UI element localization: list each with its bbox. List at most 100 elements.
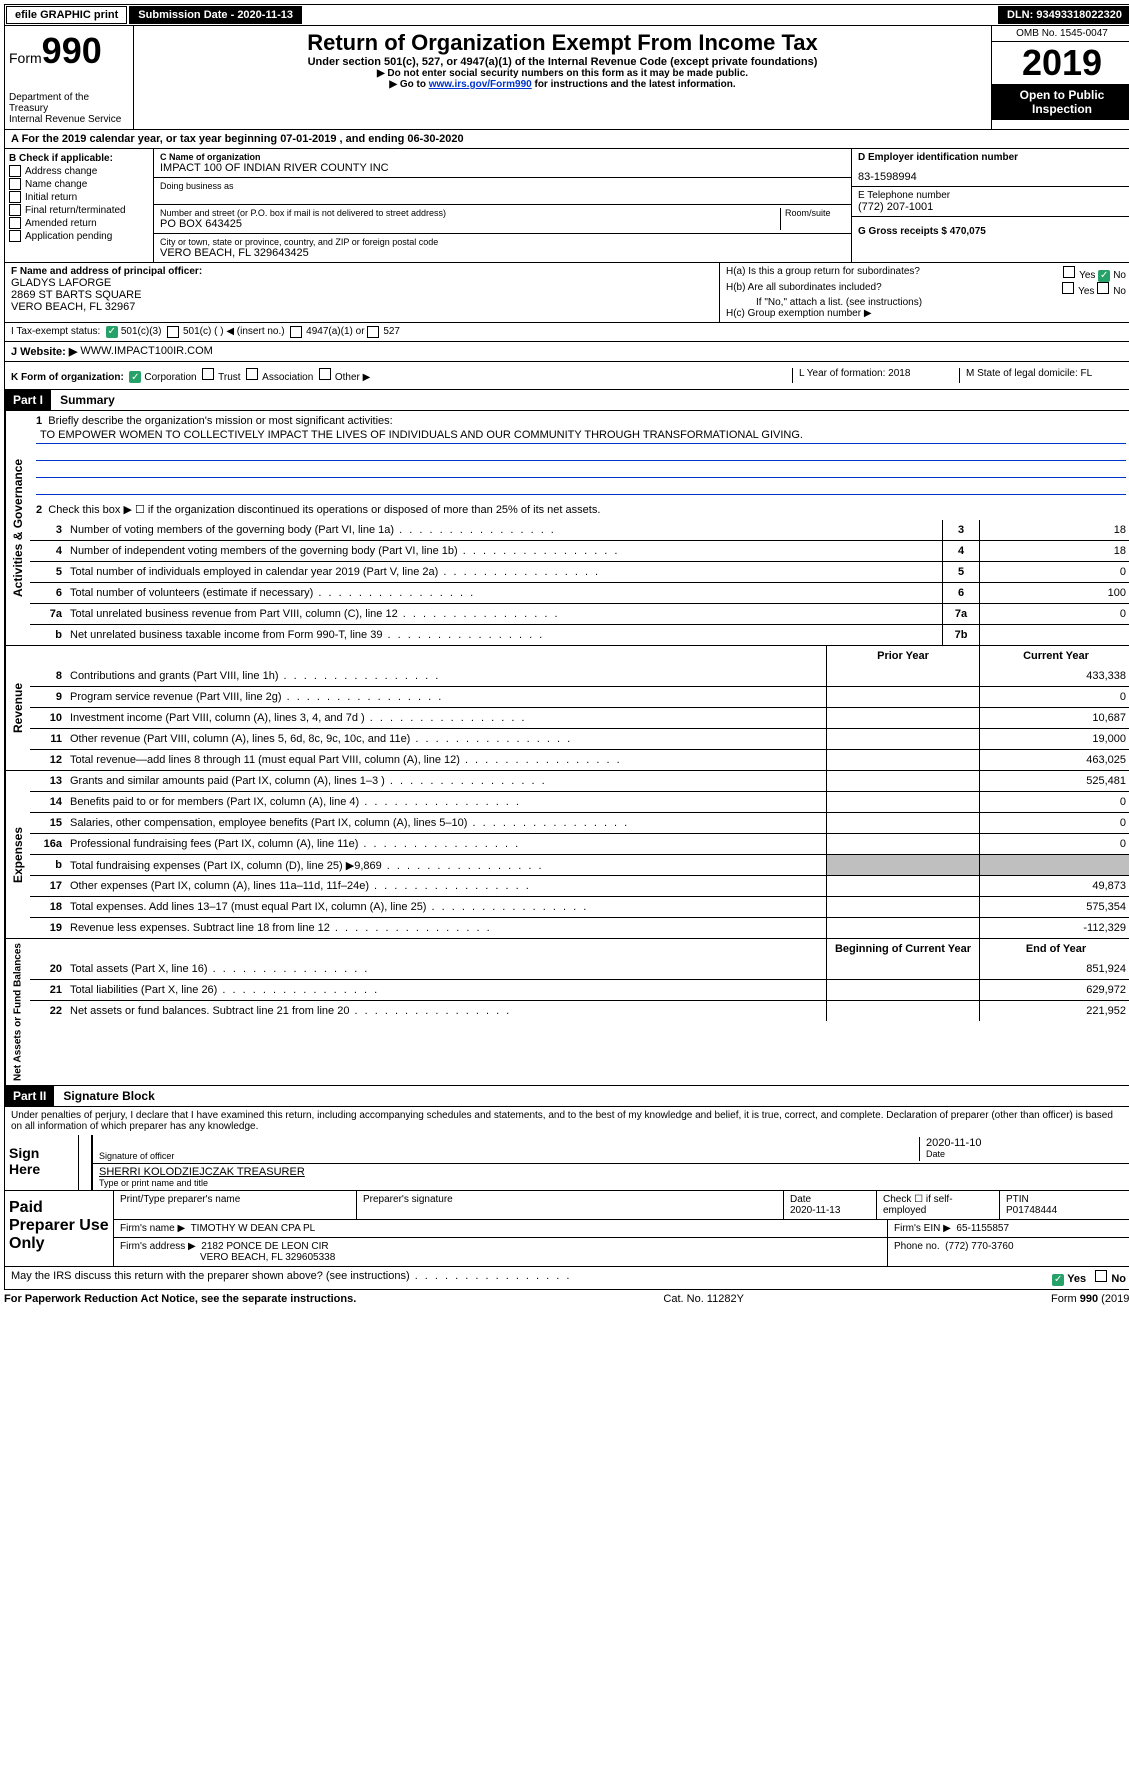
501c-checkbox[interactable] bbox=[167, 326, 179, 338]
tax-year: 2019 bbox=[992, 42, 1129, 84]
table-row: 15Salaries, other compensation, employee… bbox=[30, 812, 1129, 833]
m-state: M State of legal domicile: FL bbox=[959, 368, 1126, 384]
q1-text: Briefly describe the organization's miss… bbox=[48, 415, 392, 427]
signature-section: Sign Here Signature of officer 2020-11-1… bbox=[4, 1135, 1129, 1191]
submission-btn[interactable]: Submission Date - 2020-11-13 bbox=[129, 6, 302, 24]
box-b-option[interactable]: Application pending bbox=[9, 230, 149, 242]
section-klm: K Form of organization: ✓Corporation Tru… bbox=[4, 362, 1129, 391]
other-checkbox[interactable] bbox=[319, 368, 331, 380]
table-row: 5Total number of individuals employed in… bbox=[30, 561, 1129, 582]
begin-year-header: Beginning of Current Year bbox=[826, 939, 979, 959]
4947-checkbox[interactable] bbox=[290, 326, 302, 338]
table-row: 20Total assets (Part X, line 16)851,924 bbox=[30, 959, 1129, 979]
open-inspection: Open to Public Inspection bbox=[992, 84, 1129, 120]
net-assets-section: Net Assets or Fund Balances Beginning of… bbox=[4, 939, 1129, 1086]
box-b-label: B Check if applicable: bbox=[9, 153, 149, 164]
501c3-checkbox[interactable]: ✓ bbox=[106, 326, 118, 338]
form-header: Form990 Department of the Treasury Inter… bbox=[4, 26, 1129, 130]
q2-text: Check this box ▶ ☐ if the organization d… bbox=[48, 504, 600, 516]
org-city: VERO BEACH, FL 329643425 bbox=[160, 247, 845, 259]
table-row: 17Other expenses (Part IX, column (A), l… bbox=[30, 875, 1129, 896]
table-row: 22Net assets or fund balances. Subtract … bbox=[30, 1000, 1129, 1021]
ein-label: D Employer identification number bbox=[858, 152, 1126, 163]
phone-value: (772) 207-1001 bbox=[858, 201, 1126, 213]
check-self: Check ☐ if self-employed bbox=[877, 1191, 1000, 1219]
trust-checkbox[interactable] bbox=[202, 368, 214, 380]
ha-yes-checkbox[interactable] bbox=[1063, 266, 1075, 278]
dept-treasury: Department of the Treasury bbox=[9, 92, 129, 114]
box-b-option[interactable]: Name change bbox=[9, 178, 149, 190]
section-a-text: A For the 2019 calendar year, or tax yea… bbox=[11, 133, 464, 145]
table-row: 6Total number of volunteers (estimate if… bbox=[30, 582, 1129, 603]
hb-no-checkbox[interactable] bbox=[1097, 282, 1109, 294]
table-row: 19Revenue less expenses. Subtract line 1… bbox=[30, 917, 1129, 938]
main-title: Return of Organization Exempt From Incom… bbox=[138, 30, 987, 56]
note-goto-post: for instructions and the latest informat… bbox=[532, 79, 736, 90]
revenue-section: Revenue Prior Year Current Year 8Contrib… bbox=[4, 646, 1129, 771]
prep-name-label: Print/Type preparer's name bbox=[114, 1191, 357, 1219]
k-label: K Form of organization: bbox=[11, 372, 124, 383]
box-b-option[interactable]: Amended return bbox=[9, 217, 149, 229]
section-a: A For the 2019 calendar year, or tax yea… bbox=[4, 130, 1129, 149]
form-ref: Form 990 (2019) bbox=[1051, 1293, 1129, 1305]
form-number: 990 bbox=[42, 30, 102, 71]
section-bcd: B Check if applicable: Address changeNam… bbox=[4, 149, 1129, 263]
firm-addr1: 2182 PONCE DE LEON CIR bbox=[201, 1241, 328, 1252]
officer-addr2: VERO BEACH, FL 32967 bbox=[11, 301, 713, 313]
governance-section: Activities & Governance 1 Briefly descri… bbox=[4, 411, 1129, 646]
table-row: bTotal fundraising expenses (Part IX, co… bbox=[30, 854, 1129, 875]
addr-label: Number and street (or P.O. box if mail i… bbox=[160, 208, 776, 218]
discuss-row: May the IRS discuss this return with the… bbox=[4, 1267, 1129, 1290]
table-row: 8Contributions and grants (Part VIII, li… bbox=[30, 666, 1129, 686]
table-row: 10Investment income (Part VIII, column (… bbox=[30, 707, 1129, 728]
box-b-option[interactable]: Initial return bbox=[9, 191, 149, 203]
part2-header: Part II bbox=[5, 1086, 54, 1106]
table-row: 13Grants and similar amounts paid (Part … bbox=[30, 771, 1129, 791]
prep-date-label: Date bbox=[790, 1194, 870, 1205]
dln-label: DLN: 93493318022320 bbox=[998, 6, 1129, 24]
table-row: 14Benefits paid to or for members (Part … bbox=[30, 791, 1129, 812]
mission-text: TO EMPOWER WOMEN TO COLLECTIVELY IMPACT … bbox=[36, 427, 1126, 444]
table-row: 3Number of voting members of the governi… bbox=[30, 520, 1129, 540]
paid-preparer-section: Paid Preparer Use Only Print/Type prepar… bbox=[4, 1191, 1129, 1267]
firm-name-label: Firm's name ▶ bbox=[120, 1223, 185, 1234]
hb-note: If "No," attach a list. (see instruction… bbox=[726, 297, 1126, 308]
prior-year-header: Prior Year bbox=[826, 646, 979, 666]
box-b-option[interactable]: Address change bbox=[9, 165, 149, 177]
firm-addr-label: Firm's address ▶ bbox=[120, 1241, 196, 1252]
firm-ein-label: Firm's EIN ▶ bbox=[894, 1223, 951, 1234]
officer-addr1: 2869 ST BARTS SQUARE bbox=[11, 289, 713, 301]
dept-irs: Internal Revenue Service bbox=[9, 114, 129, 125]
ha-no-checkbox[interactable]: ✓ bbox=[1098, 270, 1110, 282]
footer: For Paperwork Reduction Act Notice, see … bbox=[4, 1290, 1129, 1308]
hb-yes-checkbox[interactable] bbox=[1062, 282, 1074, 294]
table-row: 16aProfessional fundraising fees (Part I… bbox=[30, 833, 1129, 854]
hc-text: H(c) Group exemption number ▶ bbox=[726, 308, 1126, 319]
corp-checkbox[interactable]: ✓ bbox=[129, 371, 141, 383]
gross-receipts: G Gross receipts $ 470,075 bbox=[858, 226, 1126, 237]
org-address: PO BOX 643425 bbox=[160, 218, 776, 230]
sig-date: 2020-11-10 bbox=[926, 1137, 1126, 1149]
table-row: 7aTotal unrelated business revenue from … bbox=[30, 603, 1129, 624]
assoc-checkbox[interactable] bbox=[246, 368, 258, 380]
table-row: 4Number of independent voting members of… bbox=[30, 540, 1129, 561]
prep-date: 2020-11-13 bbox=[790, 1205, 870, 1216]
end-year-header: End of Year bbox=[979, 939, 1129, 959]
cat-no: Cat. No. 11282Y bbox=[663, 1293, 744, 1305]
vert-expenses: Expenses bbox=[5, 771, 30, 938]
table-row: 11Other revenue (Part VIII, column (A), … bbox=[30, 728, 1129, 749]
box-b-option[interactable]: Final return/terminated bbox=[9, 204, 149, 216]
section-fh: F Name and address of principal officer:… bbox=[4, 263, 1129, 323]
form990-link[interactable]: www.irs.gov/Form990 bbox=[429, 79, 532, 90]
discuss-yes-checkbox[interactable]: ✓ bbox=[1052, 1274, 1064, 1286]
dba-label: Doing business as bbox=[160, 181, 845, 191]
penalty-text: Under penalties of perjury, I declare th… bbox=[4, 1107, 1129, 1135]
efile-btn[interactable]: efile GRAPHIC print bbox=[6, 6, 127, 24]
firm-addr2: VERO BEACH, FL 329605338 bbox=[120, 1252, 881, 1263]
527-checkbox[interactable] bbox=[367, 326, 379, 338]
prep-sig-label: Preparer's signature bbox=[357, 1191, 784, 1219]
expenses-section: Expenses 13Grants and similar amounts pa… bbox=[4, 771, 1129, 939]
paid-prep-label: Paid Preparer Use Only bbox=[5, 1191, 114, 1266]
officer-print-name: SHERRI KOLODZIEJCZAK TREASURER bbox=[99, 1166, 1126, 1178]
discuss-no-checkbox[interactable] bbox=[1095, 1270, 1107, 1282]
